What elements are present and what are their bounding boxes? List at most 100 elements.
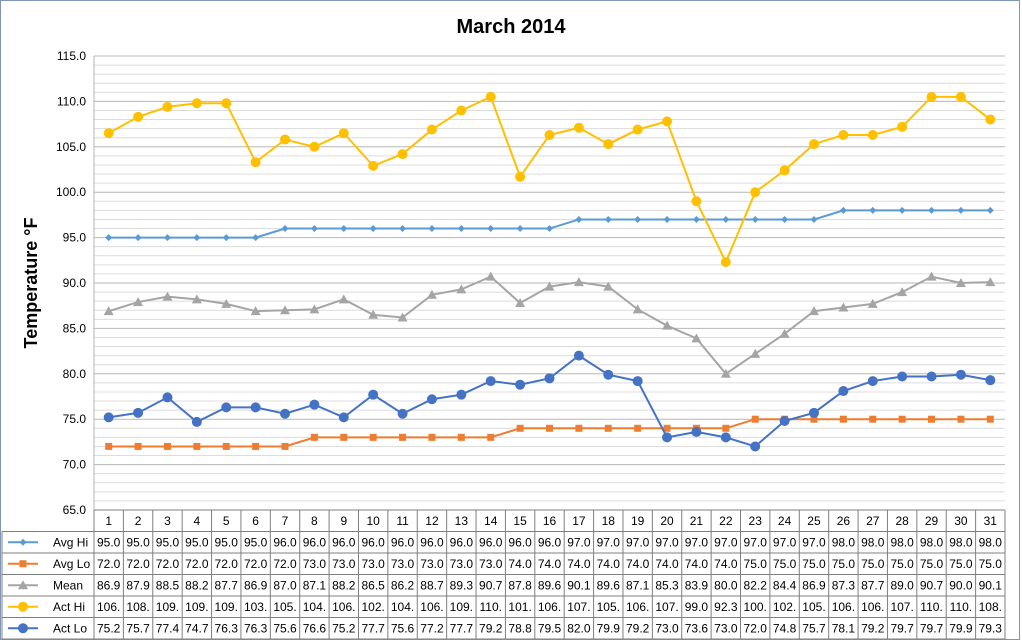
data-label: 104. <box>391 600 414 614</box>
data-point <box>781 215 789 223</box>
data-point <box>105 442 113 450</box>
data-point <box>18 580 28 590</box>
data-point <box>955 91 966 102</box>
data-point <box>544 373 555 384</box>
data-point <box>750 187 761 198</box>
data-point <box>18 601 28 612</box>
data-point <box>191 98 202 109</box>
data-label: 105. <box>273 600 296 614</box>
data-point <box>662 320 673 330</box>
data-label: 107. <box>890 600 913 614</box>
data-label: 73.0 <box>479 557 503 571</box>
data-label: 80.0 <box>714 578 738 592</box>
data-label: 90.1 <box>567 578 591 592</box>
x-tick-label: 28 <box>895 514 909 528</box>
data-label: 100. <box>744 600 767 614</box>
y-tick-label: 115.0 <box>57 49 86 63</box>
data-label: 89.6 <box>597 578 621 592</box>
data-label: 105. <box>802 600 825 614</box>
data-point <box>250 306 261 316</box>
data-point <box>839 206 847 214</box>
x-tick-label: 26 <box>837 514 851 528</box>
x-tick-label: 18 <box>602 514 616 528</box>
data-point <box>691 333 702 343</box>
y-tick-label: 105.0 <box>56 140 86 154</box>
data-point <box>250 402 261 413</box>
data-label: 108. <box>126 600 149 614</box>
data-point <box>338 294 349 304</box>
data-label: 95.0 <box>97 535 121 549</box>
data-point <box>632 124 643 135</box>
data-point <box>369 225 377 233</box>
data-label: 106. <box>97 600 120 614</box>
data-label: 76.6 <box>303 621 327 635</box>
x-tick-label: 7 <box>282 514 289 528</box>
x-tick-label: 8 <box>311 514 318 528</box>
data-label: 97.0 <box>626 535 650 549</box>
data-point <box>162 101 173 112</box>
data-label: 76.3 <box>215 621 239 635</box>
data-label: 72.0 <box>244 557 268 571</box>
data-label: 73.0 <box>655 621 679 635</box>
data-point <box>928 206 936 214</box>
data-point <box>632 376 643 387</box>
data-label: 72.0 <box>273 557 297 571</box>
data-point <box>692 215 700 223</box>
data-label: 98.0 <box>949 535 973 549</box>
data-label: 96.0 <box>391 535 415 549</box>
data-label: 97.0 <box>773 535 797 549</box>
data-point <box>426 394 437 405</box>
data-point <box>485 376 496 387</box>
data-label: 74.0 <box>714 557 738 571</box>
y-tick-label: 80.0 <box>63 367 87 381</box>
data-point <box>428 433 436 441</box>
x-tick-label: 3 <box>164 514 171 528</box>
data-label: 75.7 <box>802 621 826 635</box>
data-point <box>808 306 819 316</box>
data-point <box>634 215 642 223</box>
data-label: 75.0 <box>802 557 826 571</box>
data-label: 79.7 <box>890 621 914 635</box>
data-label: 99.0 <box>685 600 709 614</box>
x-tick-label: 20 <box>660 514 674 528</box>
data-point <box>955 369 966 380</box>
data-point <box>722 424 730 432</box>
data-label: 110. <box>950 600 972 614</box>
data-point <box>485 91 496 102</box>
data-label: 87.0 <box>273 578 297 592</box>
data-label: 87.3 <box>832 578 856 592</box>
data-label: 74.0 <box>508 557 532 571</box>
series-act-lo <box>103 350 996 452</box>
data-point <box>309 304 320 314</box>
data-label: 73.0 <box>391 557 415 571</box>
data-label: 96.0 <box>420 535 444 549</box>
data-label: 72.0 <box>126 557 150 571</box>
data-label: 87.8 <box>508 578 532 592</box>
data-label: 98.0 <box>832 535 856 549</box>
data-label: 109. <box>215 600 238 614</box>
data-point <box>338 412 349 423</box>
gridlines <box>93 55 1005 511</box>
data-point <box>428 225 436 233</box>
series-lines <box>103 91 996 452</box>
series-avg-hi <box>105 206 994 242</box>
data-point <box>191 416 202 427</box>
data-label: 79.3 <box>979 621 1003 635</box>
data-point <box>19 538 27 546</box>
data-label: 75.0 <box>861 557 885 571</box>
data-point <box>691 426 702 437</box>
x-tick-label: 4 <box>194 514 201 528</box>
data-point <box>103 306 114 316</box>
data-point <box>604 424 612 432</box>
data-label: 95.0 <box>156 535 180 549</box>
data-label: 79.7 <box>920 621 944 635</box>
data-label: 87.7 <box>215 578 239 592</box>
data-point <box>222 442 230 450</box>
data-label: 79.9 <box>597 621 621 635</box>
data-point <box>573 277 584 287</box>
data-point <box>839 415 847 423</box>
data-label: 74.0 <box>597 557 621 571</box>
data-point <box>515 297 526 307</box>
y-tick-label: 100.0 <box>56 185 86 199</box>
data-point <box>869 206 877 214</box>
